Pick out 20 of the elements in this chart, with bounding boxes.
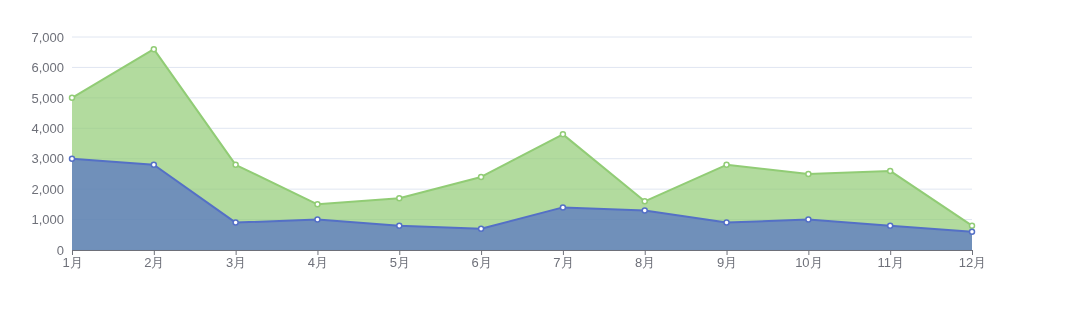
y-tick-label: 7,000 (31, 29, 64, 45)
x-tick-label: 8月 (635, 255, 656, 271)
x-tick-label: 4月 (307, 255, 329, 271)
y-tick-label: 5,000 (31, 90, 64, 106)
y-tick-label: 4,000 (31, 120, 64, 136)
x-tick-label: 9月 (716, 255, 738, 271)
x-tick-label: 3月 (226, 255, 247, 271)
x-tick-label: 12月 (958, 255, 987, 271)
x-tick-label: 5月 (389, 255, 410, 271)
x-tick-label: 2月 (144, 255, 165, 271)
y-tick-label: 1,000 (31, 212, 64, 228)
x-tick-label: 1月 (62, 255, 83, 271)
x-tick-label: 6月 (471, 255, 492, 271)
y-tick-label: 2,000 (31, 181, 64, 197)
x-tick-label: 11月 (877, 255, 904, 271)
y-tick-label: 6,000 (31, 60, 64, 76)
y-tick-label: 3,000 (31, 151, 64, 167)
y-tick-label: 0 (56, 242, 64, 258)
x-tick-label: 7月 (553, 255, 574, 271)
x-tick-label: 10月 (795, 255, 823, 271)
